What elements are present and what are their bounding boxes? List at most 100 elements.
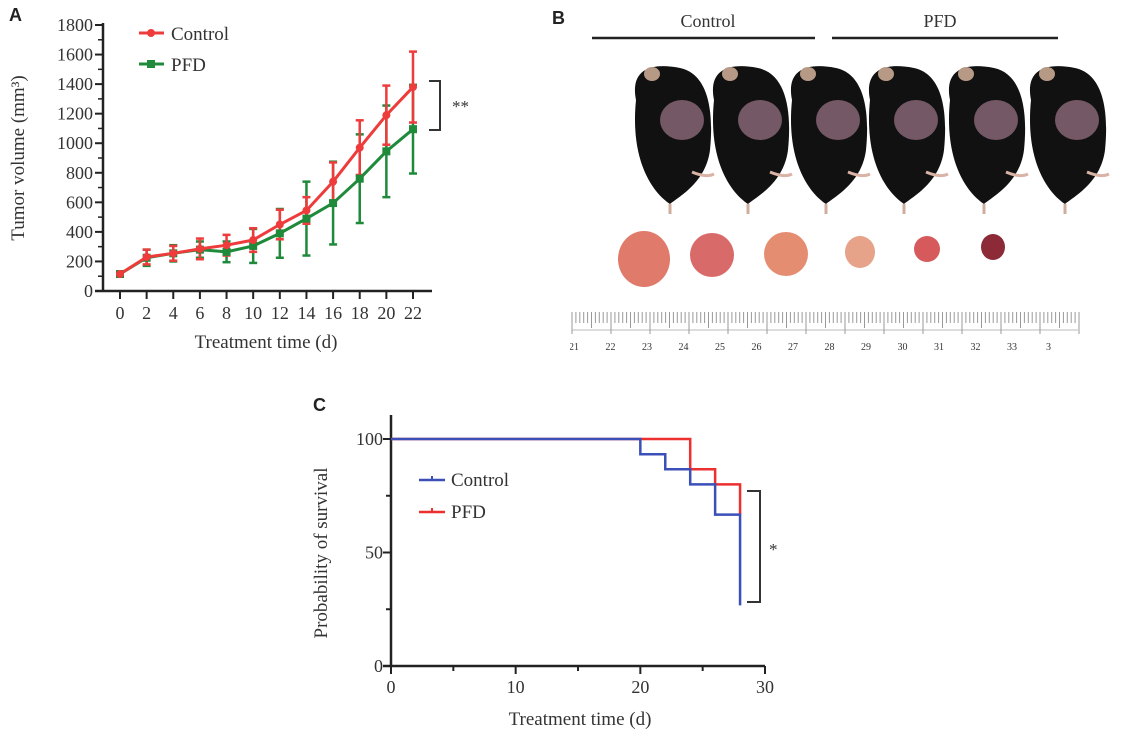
y-tick-label: 800 [66,163,93,183]
significance-bracket [429,80,441,131]
x-tick-label: 10 [244,303,262,323]
y-tick-label: 1000 [57,133,93,153]
y-tick-label: 0 [374,656,383,676]
ruler-label: 22 [606,342,616,353]
data-point [382,147,391,156]
data-point [275,229,284,238]
ruler-label: 33 [1007,342,1017,353]
tumor-sample [618,231,670,287]
y-tick-label: 100 [356,429,383,449]
data-point [116,270,124,279]
survival-curve-control [391,437,742,606]
legend-marker [147,60,155,68]
legend-marker [147,29,155,37]
x-tick-label: 20 [377,303,395,323]
ruler-label: 27 [788,342,798,353]
tumor-sample [845,236,875,268]
legend-label: Control [451,470,509,491]
x-tick-label: 2 [142,303,151,323]
tumor-bump [816,100,860,140]
mouse-ear [644,67,660,81]
data-point [355,174,364,183]
legend-label: Control [171,24,229,45]
tumor-bump [660,100,704,140]
data-point [302,206,311,215]
ruler-label: 29 [861,342,871,353]
tumors-row [618,231,1005,287]
data-point [195,244,204,253]
data-point [382,111,391,120]
y-tick-label: 1400 [57,74,93,94]
group-label-control: Control [680,11,735,31]
x-tick-label: 14 [297,303,315,323]
data-point [329,199,338,208]
data-point [249,241,258,250]
x-tick-label: 12 [271,303,289,323]
data-point [142,253,151,262]
mice-row [634,66,1110,214]
ruler-label: 31 [934,342,944,353]
panel-b-letter: B [552,8,565,28]
y-tick-label: 1600 [57,45,93,65]
y-axis-label: Tumor volume (mm³) [8,75,29,240]
x-tick-label: 0 [387,677,396,697]
mouse [634,66,715,214]
data-point [409,83,417,92]
y-tick-label: 600 [66,192,93,212]
tumor-sample [764,232,808,276]
data-point [355,143,364,152]
tumor-bump [974,100,1018,140]
significance-bracket [747,490,761,603]
mouse-foot [691,170,715,178]
y-tick-label: 1200 [57,104,93,124]
series-line-control [119,86,415,276]
ruler-label: 32 [971,342,981,353]
x-tick-label: 30 [756,677,774,697]
tumor-sample [690,233,734,277]
mouse-foot [1086,170,1110,178]
x-axis-label: Treatment time (d) [195,332,338,353]
tumor-bump [894,100,938,140]
ruler-label: 25 [715,342,725,353]
legend-label: PFD [451,502,486,523]
x-tick-label: 4 [169,303,178,323]
y-tick-label: 1800 [57,15,93,35]
ruler-label: 23 [642,342,652,353]
panel-a-letter: A [9,5,22,25]
significance-label: * [769,540,778,559]
tumor-bump [1055,100,1099,140]
mouse-ear [1039,67,1055,81]
x-tick-label: 6 [195,303,204,323]
mouse [1029,66,1110,214]
x-tick-label: 16 [324,303,342,323]
x-tick-label: 18 [351,303,369,323]
panel-c-letter: C [313,395,326,415]
ruler-label: 21 [570,342,579,353]
series-line-pfd [119,128,414,276]
data-point [169,249,178,258]
mouse-foot [847,170,871,178]
mouse-foot [1005,170,1029,178]
ruler: 21 22 23 24 25 26 27 28 29 30 31 32 33 3 [570,312,1080,353]
group-label-pfd: PFD [923,11,956,31]
mouse-ear [800,67,816,81]
tumor-bump [738,100,782,140]
mouse [948,66,1029,214]
mouse [712,66,793,214]
data-point [302,214,311,223]
tumor-sample [914,236,940,262]
data-point [409,125,417,134]
ruler-label: 28 [825,342,835,353]
mouse-foot [925,170,949,178]
survival-chart: 0 50 100 0 10 20 30 Treatment time (d) Probabili… [311,415,778,730]
data-point [329,177,338,186]
mouse-ear [958,67,974,81]
ruler-label: 26 [752,342,762,353]
x-tick-label: 20 [631,677,649,697]
mouse [868,66,949,214]
x-tick-label: 10 [507,677,525,697]
y-tick-label: 0 [84,281,93,301]
x-tick-label: 8 [222,303,231,323]
legend-label: PFD [171,55,206,76]
